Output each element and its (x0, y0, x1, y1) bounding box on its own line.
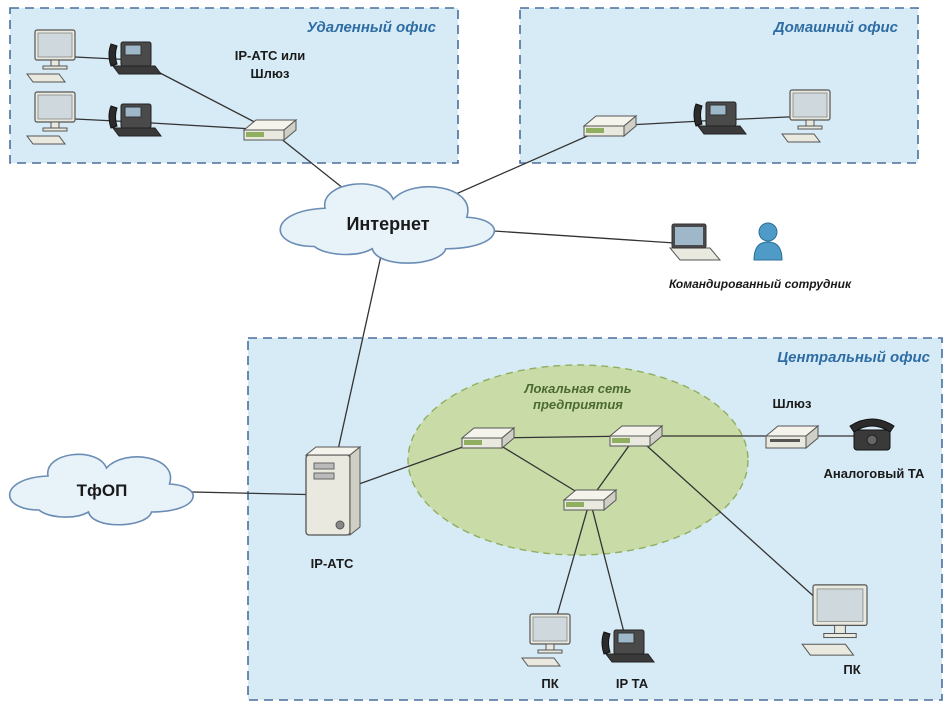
node-ip_pbx (306, 447, 360, 535)
node-sw1 (462, 428, 514, 448)
cloud-pstn: ТфОП (10, 454, 193, 524)
box-remote-title: Удаленный офис (307, 19, 437, 36)
node-laptop (670, 224, 720, 260)
lan-title-l1: Локальная сеть (524, 381, 632, 396)
box-remote: Удаленный офис (10, 8, 458, 163)
box-home-title: Домашний офис (772, 19, 899, 36)
label-remote-gw-l1: IP-АТС или (235, 48, 306, 63)
node-remote_gw (244, 120, 296, 140)
node-analog_ph (850, 419, 894, 450)
node-home_gw (584, 116, 636, 136)
cloud-pstn-label: ТфОП (77, 481, 128, 500)
node-sw3 (564, 490, 616, 510)
cloud-internet: Интернет (280, 184, 494, 263)
label-remote-gw-l2: Шлюз (251, 66, 290, 81)
label-ip-ta: IP ТА (616, 676, 649, 691)
lan-title-l2: предприятия (533, 397, 623, 412)
label-pc-left: ПК (541, 676, 558, 691)
layer-lan: Локальная сетьпредприятия (408, 365, 748, 555)
label-ip-pbx: IP-АТС (311, 556, 354, 571)
node-sw2 (610, 426, 662, 446)
label-gw-central: Шлюз (773, 396, 812, 411)
label-analog-phone: Аналоговый ТА (824, 466, 926, 481)
node-user (754, 223, 782, 260)
cloud-internet-label: Интернет (346, 214, 429, 234)
box-central-title: Центральный офис (777, 349, 930, 366)
node-gw_central (766, 426, 818, 448)
label-mobile-worker: Командированный сотрудник (669, 277, 852, 291)
label-pc-right: ПК (843, 662, 860, 677)
